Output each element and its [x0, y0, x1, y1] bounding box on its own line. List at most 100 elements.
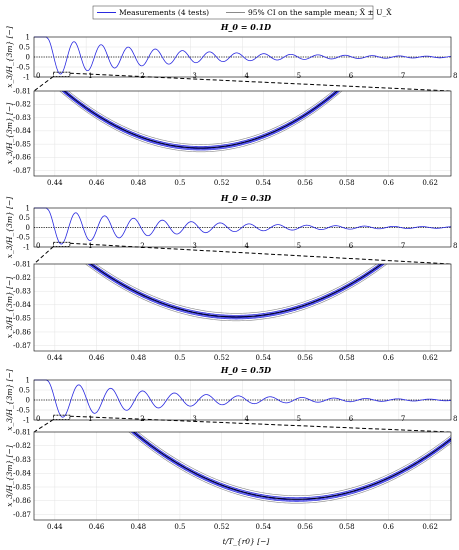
zoom-y-tick: -0.81: [13, 428, 31, 436]
overview-x-tick: 4: [245, 242, 250, 250]
panel-title: H_0 = 0.5D: [220, 365, 271, 375]
zoom-x-tick: 0.56: [297, 354, 313, 362]
panel-1: H_0 = 0.1D 1 0.5 0 -0.5 -1 0 1 2 3 4 5 6 7 8 x_3/H_{3m}…: [5, 22, 457, 187]
zoom-ci-lower: [128, 432, 451, 504]
zoom-background: [34, 432, 451, 520]
overview-y-tick: 0: [26, 53, 30, 61]
zoom-x-tick: 0.5: [174, 354, 185, 362]
zoom-measurement: [87, 264, 386, 320]
zoom-y-tick: -0.82: [13, 442, 31, 450]
zoom-axes: 0.44 0.46 0.48 0.5 0.52 0.54 0.56 0.58 0.6 0.62 -0…: [5, 428, 452, 531]
overview-x-tick: 7: [401, 242, 405, 250]
zoom-x-tick: 0.44: [47, 523, 63, 531]
zoom-series-group: [59, 91, 343, 153]
zoom-marker: [53, 414, 71, 420]
overview-x-tick: 3: [192, 242, 196, 250]
overview-y-tick: 1: [26, 33, 30, 41]
overview-x-tick: 0: [36, 242, 40, 250]
zoom-x-tick: 0.48: [130, 179, 146, 187]
zoom-y-label: x_3/H_{3m} [−]: [5, 445, 14, 507]
zoom-x-tick: 0.6: [383, 354, 395, 362]
overview-y-tick: 1: [26, 204, 30, 212]
zoom-connector: [69, 242, 452, 265]
overview-frame: [33, 207, 452, 248]
zoom-y-tick: -0.86: [13, 328, 31, 336]
zoom-y-tick: -0.81: [13, 87, 31, 95]
zoom-y-tick: -0.87: [13, 167, 31, 175]
zoom-measurement: [62, 91, 340, 150]
zoom-y-tick: -0.84: [13, 470, 31, 478]
zoom-x-tick: 0.54: [256, 523, 272, 531]
zoom-y-tick: -0.82: [13, 274, 31, 282]
overview-series: [34, 379, 452, 418]
zoom-y-tick: -0.83: [13, 287, 31, 295]
zoom-y-tick: -0.86: [13, 497, 31, 505]
panel-3: H_0 = 0.5D10.50-0.5-1012345678x_3/H_{3m}…: [5, 365, 457, 531]
overview-x-tick: 3: [192, 415, 196, 423]
zoom-x-tick: 0.6: [383, 179, 395, 187]
zoom-x-tick: 0.62: [422, 354, 438, 362]
zoom-x-tick: 0.56: [297, 179, 313, 187]
zoom-connector: [69, 415, 452, 433]
overview-x-tick: 3: [192, 72, 196, 80]
zoom-frame: [33, 90, 452, 177]
zoom-ci-lower: [59, 91, 343, 153]
zoom-connector: [33, 419, 54, 433]
overview-y-tick: -1: [23, 243, 30, 251]
overview-x-tick: 7: [401, 72, 405, 80]
zoom-measurement: [65, 91, 337, 147]
zoom-x-tick: 0.58: [339, 523, 355, 531]
zoom-y-tick: -0.85: [13, 483, 31, 491]
overview-x-tick: 4: [245, 72, 250, 80]
overview-series: [34, 36, 452, 75]
zoom-axes: 0.44 0.46 0.48 0.5 0.52 0.54 0.56 0.58 0.6 0.62 -0…: [5, 87, 452, 187]
zoom-y-tick: -0.82: [13, 101, 31, 109]
zoom-axes: 0.44 0.46 0.48 0.5 0.52 0.54 0.56 0.58 0.6 0.62 -0…: [5, 260, 452, 362]
legend: Measurements (4 tests) 95% CI on the sam…: [92, 5, 392, 20]
zoom-x-tick: 0.46: [89, 523, 105, 531]
overview-series: [34, 207, 452, 245]
panel-title: H_0 = 0.1D: [220, 22, 271, 32]
zoom-measurement: [88, 264, 384, 319]
overview-y-label: x_3/H_{3m} [−]: [5, 197, 14, 259]
zoom-measurement: [130, 432, 451, 502]
zoom-y-label: x_3/H_{3m} [−]: [5, 103, 14, 165]
zoom-background: [34, 264, 451, 351]
overview-y-tick: 0: [26, 224, 30, 232]
zoom-ci-lower: [85, 264, 388, 322]
legend-ci-label: 95% CI on the sample mean; X̄ ± U_X̄: [248, 8, 392, 17]
overview-x-tick: 5: [297, 415, 301, 423]
zoom-measurement: [134, 432, 451, 499]
overview-x-tick: 0: [36, 415, 40, 423]
overview-y-tick: 0.5: [19, 386, 30, 394]
zoom-x-tick: 0.56: [297, 523, 313, 531]
zoom-y-tick: -0.85: [13, 315, 31, 323]
zoom-x-tick: 0.44: [47, 179, 63, 187]
legend-measurements-label: Measurements (4 tests): [119, 8, 209, 17]
overview-y-tick: 0: [26, 396, 30, 404]
overview-x-tick: 1: [88, 72, 92, 80]
zoom-measurement: [131, 432, 451, 501]
zoom-frame: [33, 263, 452, 352]
zoom-x-tick: 0.52: [214, 354, 230, 362]
zoom-y-tick: -0.83: [13, 456, 31, 464]
zoom-connector: [33, 246, 54, 265]
overview-x-tick: 2: [140, 242, 144, 250]
zoom-x-tick: 0.46: [89, 354, 105, 362]
zoom-x-tick: 0.5: [174, 523, 185, 531]
zoom-x-tick: 0.46: [89, 179, 105, 187]
overview-y-tick: -0.5: [17, 63, 31, 71]
zoom-x-tick: 0.62: [422, 179, 438, 187]
overview-y-label: x_3/H_{3m} [−]: [5, 26, 14, 88]
zoom-connector: [69, 72, 452, 92]
zoom-ci-upper: [67, 91, 334, 145]
zoom-series-group: [128, 432, 451, 504]
zoom-y-label: x_3/H_{3m} [−]: [5, 277, 14, 339]
zoom-background: [34, 91, 451, 176]
overview-y-tick: 1: [26, 376, 30, 384]
zoom-x-tick: 0.54: [256, 354, 272, 362]
overview-x-tick: 0: [36, 72, 40, 80]
